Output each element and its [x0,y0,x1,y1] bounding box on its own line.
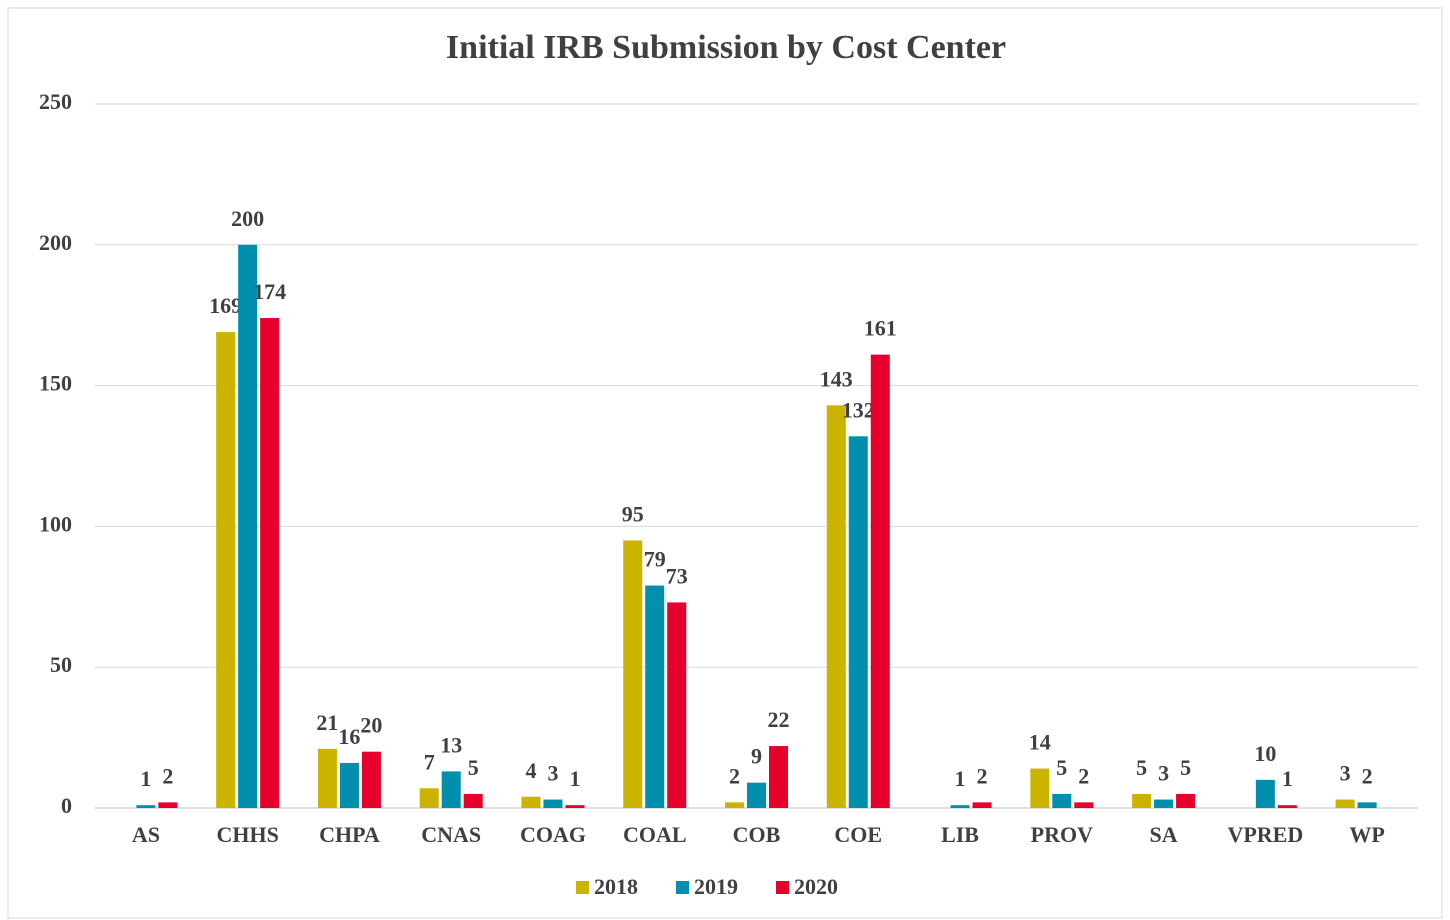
x-tick-label: CHHS [216,822,278,847]
data-label: 200 [231,206,264,231]
y-tick-label: 200 [39,230,72,255]
x-tick-label: COB [733,822,781,847]
bar [870,354,890,808]
x-tick-label: CHPA [319,822,380,847]
data-label: 3 [547,761,558,786]
bar [623,540,643,808]
bar [317,748,337,808]
bar [543,799,563,808]
bar [972,802,992,808]
data-label: 10 [1254,741,1276,766]
data-label: 5 [1136,755,1147,780]
bar [521,796,541,808]
bar [725,802,744,808]
data-label: 73 [666,563,688,588]
bar [339,762,359,808]
bar [1277,805,1297,808]
x-tick-label: AS [132,822,160,847]
data-label: 169 [209,293,242,318]
x-tick-label: PROV [1031,822,1093,847]
bar [136,805,156,808]
data-label: 2 [977,763,988,788]
x-tick-label: VPRED [1227,822,1303,847]
legend-label: 2018 [594,874,638,899]
bar [441,771,461,808]
legend-swatch [576,881,589,894]
bar [1357,802,1377,808]
bar [1176,793,1196,808]
data-label: 4 [525,758,536,783]
data-label: 1 [1282,766,1293,791]
bar [216,332,236,808]
bar [1030,768,1050,808]
x-tick-label: WP [1349,822,1384,847]
data-label: 2 [1362,763,1373,788]
data-label: 161 [864,316,897,341]
y-tick-label: 0 [61,793,72,818]
x-tick-label: SA [1150,822,1178,847]
data-label: 143 [820,366,853,391]
bar [826,405,846,808]
y-tick-label: 150 [39,371,72,396]
bar [950,805,970,808]
data-label: 1 [569,766,580,791]
data-label: 21 [316,710,338,735]
data-label: 3 [1340,761,1351,786]
bar [769,746,788,808]
data-label: 13 [440,732,462,757]
bar [260,318,280,808]
data-label: 20 [360,713,382,738]
data-label: 5 [468,755,479,780]
legend-swatch [676,881,689,894]
chart-title: Initial IRB Submission by Cost Center [446,29,1006,66]
bar [667,602,687,808]
data-label: 2 [1078,763,1089,788]
legend-label: 2020 [794,874,838,899]
x-tick-label: LIB [941,822,979,847]
data-label: 79 [644,547,666,572]
data-label: 174 [253,279,286,304]
data-label: 22 [768,707,790,732]
bar [645,585,665,808]
bar [565,805,585,808]
bar [1335,799,1355,808]
x-tick-label: COE [834,822,882,847]
data-label: 132 [842,397,875,422]
data-label: 9 [751,744,762,769]
bar [419,788,439,808]
bar [1074,802,1094,808]
y-tick-label: 250 [39,89,72,114]
y-tick-label: 50 [50,652,72,677]
bar [747,782,766,808]
data-label: 14 [1029,730,1051,755]
data-label: 1 [140,766,151,791]
legend-label: 2019 [694,874,738,899]
data-label: 16 [338,724,360,749]
bar [361,751,381,808]
y-tick-label: 100 [39,511,72,536]
bar [1132,793,1152,808]
data-label: 1 [955,766,966,791]
bar [463,793,483,808]
bar [1052,793,1072,808]
bar [1154,799,1174,808]
data-label: 3 [1158,761,1169,786]
bar [158,802,178,808]
bar [1255,779,1275,808]
data-label: 2 [162,763,173,788]
x-tick-label: COAL [623,822,687,847]
legend-swatch [776,881,789,894]
data-label: 95 [622,502,644,527]
data-label: 2 [729,763,740,788]
x-tick-label: CNAS [421,822,481,847]
bar [238,244,258,809]
data-label: 5 [1180,755,1191,780]
data-label: 5 [1056,755,1067,780]
data-label: 7 [424,749,435,774]
x-tick-label: COAG [520,822,586,847]
bar [848,436,868,808]
